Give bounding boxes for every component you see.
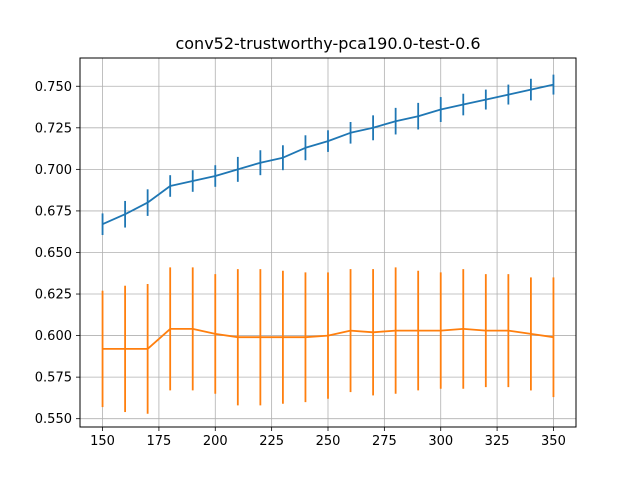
y-tick-label: 0.600 [35, 329, 72, 344]
y-tick-label: 0.700 [35, 163, 72, 178]
series-line [102, 83, 554, 226]
x-tick-label: 325 [485, 434, 510, 449]
x-tick-label: 175 [146, 434, 171, 449]
x-tick-label: 300 [428, 434, 453, 449]
y-axis: 0.550 0.575 0.600 0.625 0.650 0.675 0.700 0.725… [35, 80, 80, 427]
y-tick-label: 0.575 [35, 371, 72, 386]
y-tick-label: 0.675 [35, 204, 72, 219]
x-tick-label: 225 [259, 434, 284, 449]
x-axis: 150 175 200 225 250 275 300 325 350 [90, 427, 566, 449]
y-tick-label: 0.750 [35, 80, 72, 95]
chart-title: conv52-trustworthy-pca190.0-test-0.6 [175, 34, 480, 53]
series-line [102, 327, 554, 350]
y-tick-label: 0.625 [35, 288, 72, 303]
series-1 [101, 267, 555, 414]
x-tick-label: 275 [372, 434, 397, 449]
y-tick-label: 0.550 [35, 412, 72, 427]
series-0 [101, 74, 555, 236]
x-tick-label: 200 [203, 434, 228, 449]
y-tick-label: 0.725 [35, 121, 72, 136]
x-tick-label: 250 [316, 434, 341, 449]
y-tick-label: 0.650 [35, 246, 72, 261]
x-tick-label: 150 [90, 434, 115, 449]
series-group [101, 74, 555, 414]
x-tick-label: 350 [541, 434, 566, 449]
